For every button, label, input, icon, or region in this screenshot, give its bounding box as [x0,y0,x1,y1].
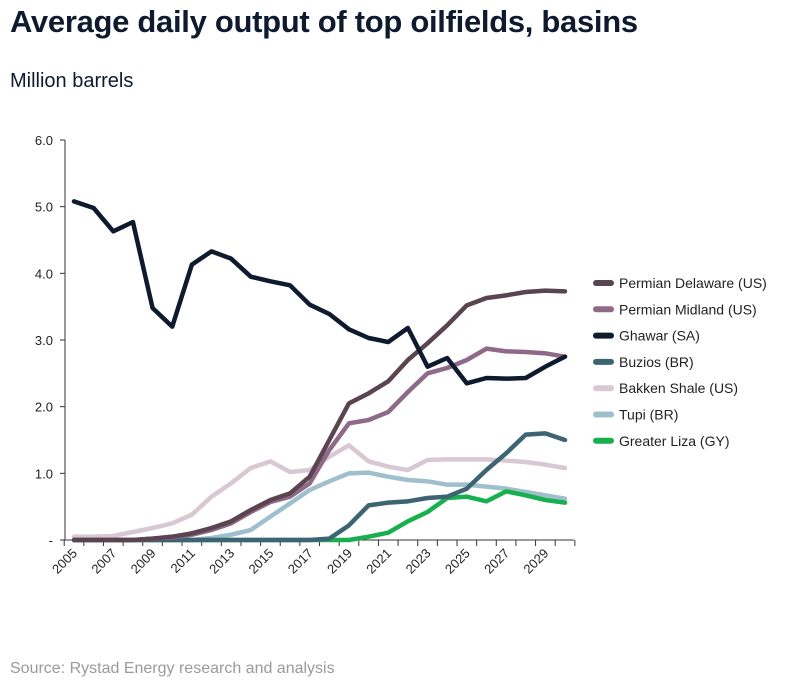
y-tick-label: 2.0 [35,400,53,415]
x-tick-label: 2015 [245,546,276,577]
x-tick-label: 2007 [88,546,119,577]
y-tick-label: 6.0 [35,133,53,148]
x-tick-label: 2021 [363,546,394,577]
x-tick-label: 2029 [520,546,551,577]
y-tick-label: - [49,533,53,548]
legend-label: Bakken Shale (US) [619,380,738,396]
y-tick-label: 1.0 [35,466,53,481]
legend-label: Tupi (BR) [619,407,678,423]
legend-label: Permian Midland (US) [619,301,757,317]
x-tick-label: 2005 [49,546,80,577]
series-line-greater-liza-gy [71,489,568,543]
x-tick-label: 2019 [324,546,355,577]
x-tick-label: 2009 [128,546,159,577]
chart-title: Average daily output of top oilfields, b… [10,4,638,39]
y-tick-label: 4.0 [35,266,53,281]
x-tick-label: 2027 [481,546,512,577]
x-tick-label: 2011 [168,546,198,576]
legend-label: Ghawar (SA) [619,328,700,344]
series-line-ghawar-sa [71,199,568,386]
legend-label: Permian Delaware (US) [619,275,767,291]
legend-label: Buzios (BR) [619,354,694,370]
x-tick-label: 2017 [285,546,316,577]
x-tick-label: 2023 [403,546,434,577]
legend-label: Greater Liza (GY) [619,433,729,449]
x-tick-label: 2025 [442,546,473,577]
series-line-permian-delaware-us [71,288,568,543]
x-tick-label: 2013 [206,546,237,577]
source-note: Source: Rystad Energy research and analy… [10,660,335,677]
y-tick-label: 5.0 [35,200,53,215]
y-tick-label: 3.0 [35,333,53,348]
chart-subtitle: Million barrels [10,70,134,92]
